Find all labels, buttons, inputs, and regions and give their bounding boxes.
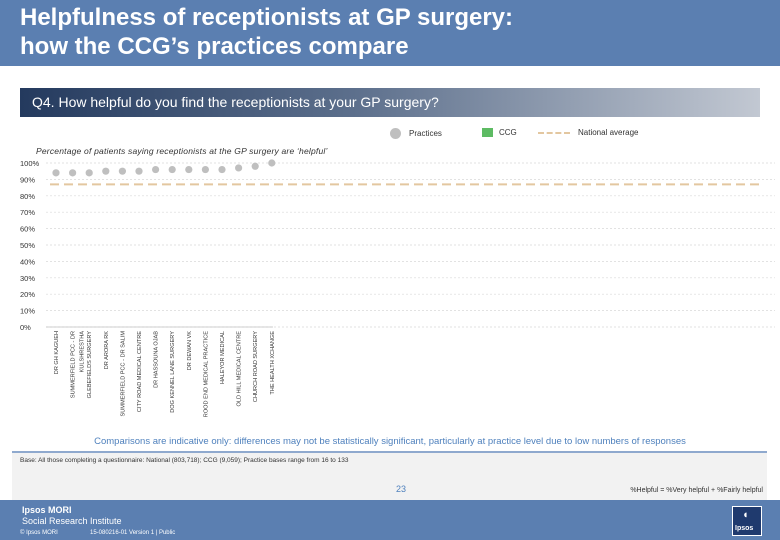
category-label: DR DEWAN VK [187, 331, 193, 371]
practice-point [201, 165, 209, 174]
question-text: Q4. How helpful do you find the receptio… [32, 94, 439, 110]
page-title-line-2: how the CCG’s practices compare [20, 33, 409, 60]
category-label: SUMMERFIELD PCC - DR [71, 331, 77, 398]
copyright-text: © Ipsos MORI [20, 530, 58, 536]
ccg-square-icon [482, 128, 493, 137]
ipsos-logo: ◖ Ipsos [732, 506, 762, 536]
base-text: Base: All those completing a questionnai… [20, 457, 349, 464]
logo-word: Ipsos [735, 525, 754, 532]
category-label: DR ARORA RK [104, 331, 110, 370]
category-label: CHURCH ROAD SURGERY [253, 331, 259, 402]
category-label: DR HASSOUNA OJAB [154, 331, 160, 388]
y-tick-label: 70% [20, 208, 35, 217]
footer-strip [0, 500, 780, 540]
category-label: DR GH KAGUEH [54, 331, 60, 374]
category-label: DOG KENNEL LANE SURGERY [170, 331, 176, 413]
brand-subtitle: Social Research Institute [22, 516, 122, 526]
base-panel: Base: All those completing a questionnai… [12, 451, 767, 500]
category-label: SUMMERFIELD PCC - DR SALIM [120, 331, 126, 417]
practice-point [251, 162, 259, 170]
category-label: GLEBEFIELDS SURGERY [87, 331, 93, 399]
y-tick-label: 80% [20, 192, 35, 201]
category-label: ROOD END MEDICAL PRACTICE [203, 331, 209, 417]
practice-point [168, 165, 176, 174]
practice-point [235, 164, 243, 172]
practice-point [152, 165, 160, 174]
job-reference: 15-080216-01 Version 1 | Public [90, 530, 176, 536]
dashed-line-icon [538, 131, 570, 134]
category-label: CITY ROAD MEDICAL CENTRE [137, 331, 143, 412]
y-tick-label: 20% [20, 290, 35, 299]
y-tick-label: 10% [20, 307, 35, 316]
helpful-definition: %Helpful = %Very helpful + %Fairly helpf… [630, 487, 763, 494]
y-tick-label: 0% [20, 323, 31, 332]
practice-point [118, 167, 126, 175]
legend-national: National average [538, 128, 638, 137]
y-tick-label: 50% [20, 241, 35, 250]
practice-point [218, 165, 226, 174]
header-banner: Helpfulness of receptionists at GP surge… [0, 0, 780, 66]
practice-point [52, 169, 60, 177]
practice-dot-icon [390, 128, 401, 139]
practice-point [268, 159, 276, 167]
legend-national-label: National average [578, 128, 639, 137]
y-tick-label: 40% [20, 257, 35, 266]
category-label: KULSHRESTHA [80, 331, 86, 373]
legend-practices-label: Practices [409, 129, 442, 138]
comparison-footnote: Comparisons are indicative only: differe… [94, 436, 686, 447]
legend-practices: Practices [390, 128, 442, 139]
logo-mark-icon: ◖ [742, 509, 749, 521]
page-number: 23 [396, 484, 407, 494]
legend-ccg-label: CCG [499, 128, 517, 137]
category-label: OLD HILL MEDICAL CENTRE [237, 331, 243, 407]
category-label: HALEYOR MEDICAL [220, 331, 226, 384]
practice-point [135, 167, 143, 175]
practice-point [102, 167, 110, 175]
question-bar: Q4. How helpful do you find the receptio… [20, 88, 760, 117]
y-tick-label: 90% [20, 175, 35, 184]
practice-point [69, 169, 77, 177]
chart-subtitle: Percentage of patients saying receptioni… [36, 146, 328, 156]
y-tick-label: 60% [20, 225, 35, 234]
scatter-chart: 0% 10% 20% 30% 40% 50% 60% 70% 80% 90% 100% DR GH K… [20, 159, 775, 417]
y-tick-label: 100% [20, 159, 40, 168]
practice-point [85, 169, 93, 177]
y-tick-label: 30% [20, 274, 35, 283]
category-label: THE HEALTH XCHANGE [270, 331, 276, 395]
page-title-line-1: Helpfulness of receptionists at GP surge… [20, 4, 514, 31]
legend-ccg: CCG [482, 128, 517, 137]
practice-point [185, 165, 193, 174]
brand-name: Ipsos MORI [22, 505, 72, 515]
